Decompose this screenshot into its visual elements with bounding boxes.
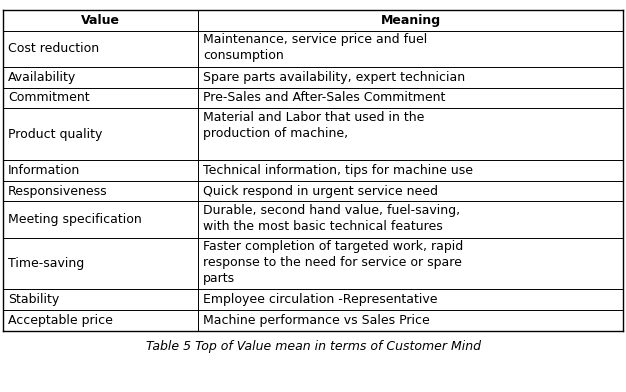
Text: Employee circulation -Representative: Employee circulation -Representative bbox=[203, 293, 438, 306]
Text: Stability: Stability bbox=[8, 293, 59, 306]
Text: Availability: Availability bbox=[8, 71, 76, 83]
Text: Maintenance, service price and fuel
consumption: Maintenance, service price and fuel cons… bbox=[203, 33, 428, 62]
Text: Value: Value bbox=[81, 14, 120, 27]
Text: Faster completion of targeted work, rapid
response to the need for service or sp: Faster completion of targeted work, rapi… bbox=[203, 240, 464, 285]
Text: Durable, second hand value, fuel-saving,
with the most basic technical features: Durable, second hand value, fuel-saving,… bbox=[203, 204, 461, 233]
Text: Quick respond in urgent service need: Quick respond in urgent service need bbox=[203, 185, 438, 198]
Text: Material and Labor that used in the
production of machine,: Material and Labor that used in the prod… bbox=[203, 111, 424, 156]
Text: Pre-Sales and After-Sales Commitment: Pre-Sales and After-Sales Commitment bbox=[203, 91, 446, 105]
Text: Meaning: Meaning bbox=[381, 14, 441, 27]
Text: Table 5 Top of Value mean in terms of Customer Mind: Table 5 Top of Value mean in terms of Cu… bbox=[145, 340, 481, 354]
Text: Commitment: Commitment bbox=[8, 91, 90, 105]
Text: Time-saving: Time-saving bbox=[8, 257, 85, 270]
Text: Machine performance vs Sales Price: Machine performance vs Sales Price bbox=[203, 314, 430, 327]
Text: Cost reduction: Cost reduction bbox=[8, 42, 100, 55]
Text: Spare parts availability, expert technician: Spare parts availability, expert technic… bbox=[203, 71, 466, 83]
Text: Acceptable price: Acceptable price bbox=[8, 314, 113, 327]
Text: Responsiveness: Responsiveness bbox=[8, 185, 108, 198]
Text: Product quality: Product quality bbox=[8, 128, 103, 141]
Text: Technical information, tips for machine use: Technical information, tips for machine … bbox=[203, 164, 473, 177]
Text: Information: Information bbox=[8, 164, 80, 177]
Text: Meeting specification: Meeting specification bbox=[8, 213, 142, 226]
